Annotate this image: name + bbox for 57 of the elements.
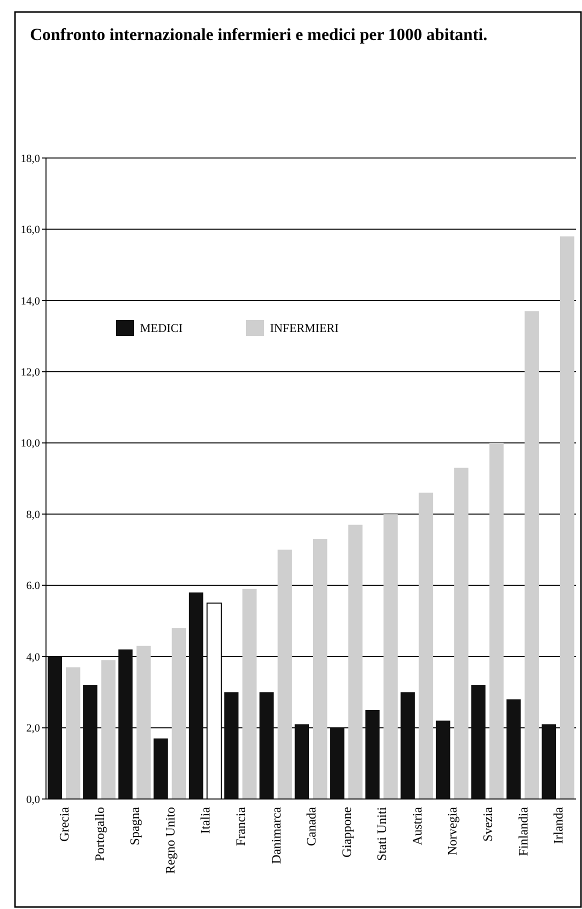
bar xyxy=(242,588,257,799)
y-tick-label: 0,0 xyxy=(26,794,40,806)
bar xyxy=(312,539,328,799)
y-tick-label: 18,0 xyxy=(20,152,40,165)
x-tick-label: Finlandia xyxy=(515,806,530,856)
x-tick-label: Portogallo xyxy=(92,807,107,862)
x-tick-label: Svezia xyxy=(480,806,495,842)
x-tick-label: Spagna xyxy=(127,806,142,846)
x-tick-label: Giappone xyxy=(338,806,354,858)
bar xyxy=(83,685,98,799)
legend-label: INFERMIERI xyxy=(270,321,339,336)
bar xyxy=(542,724,556,799)
y-tick-label: 12,0 xyxy=(20,366,40,379)
bar xyxy=(330,728,344,799)
bar xyxy=(48,656,62,799)
y-tick-label: 10,0 xyxy=(20,438,40,450)
bar xyxy=(154,738,168,799)
x-tick-label: Irlanda xyxy=(550,806,566,844)
bar xyxy=(66,667,80,799)
bar xyxy=(384,514,398,799)
bar xyxy=(136,646,151,799)
x-tick-label: Grecia xyxy=(56,806,72,842)
y-tick-label: 14,0 xyxy=(20,295,40,308)
bar xyxy=(172,628,186,799)
bar xyxy=(454,468,468,799)
bar xyxy=(506,699,521,799)
bar xyxy=(224,692,238,799)
chart-title: Confronto internazionale infermieri e medici per 1000 abitanti. xyxy=(30,25,488,44)
x-tick-label: Austria xyxy=(409,806,424,846)
y-tick-label: 6.0 xyxy=(26,580,40,592)
bar xyxy=(101,660,116,799)
bar xyxy=(278,550,292,799)
bar xyxy=(259,692,274,799)
x-tick-label: Regno Unito xyxy=(162,807,178,874)
bar xyxy=(418,492,434,799)
y-tick-label: 2,0 xyxy=(26,722,40,735)
bar xyxy=(188,592,204,799)
x-tick-label: Norvegia xyxy=(444,806,460,856)
bar xyxy=(118,649,133,799)
x-tick-label: Italia xyxy=(198,806,213,834)
bar xyxy=(524,311,539,799)
bar xyxy=(365,710,380,799)
bar xyxy=(400,692,415,799)
x-tick-label: Danimarca xyxy=(268,806,284,864)
bar xyxy=(348,524,363,799)
y-tick-label: 8,0 xyxy=(26,508,40,521)
y-tick-label: 4,0 xyxy=(26,651,40,664)
x-tick-label: Francia xyxy=(232,806,248,846)
legend-label: MEDICI xyxy=(140,321,183,336)
x-tick-label: Canada xyxy=(304,806,319,846)
bar xyxy=(436,720,450,799)
bar xyxy=(489,442,504,799)
bar xyxy=(560,236,574,799)
x-tick-label: Stati Uniti xyxy=(374,806,390,861)
bar xyxy=(471,685,486,799)
bar xyxy=(294,724,310,799)
y-tick-label: 16,0 xyxy=(20,224,40,236)
